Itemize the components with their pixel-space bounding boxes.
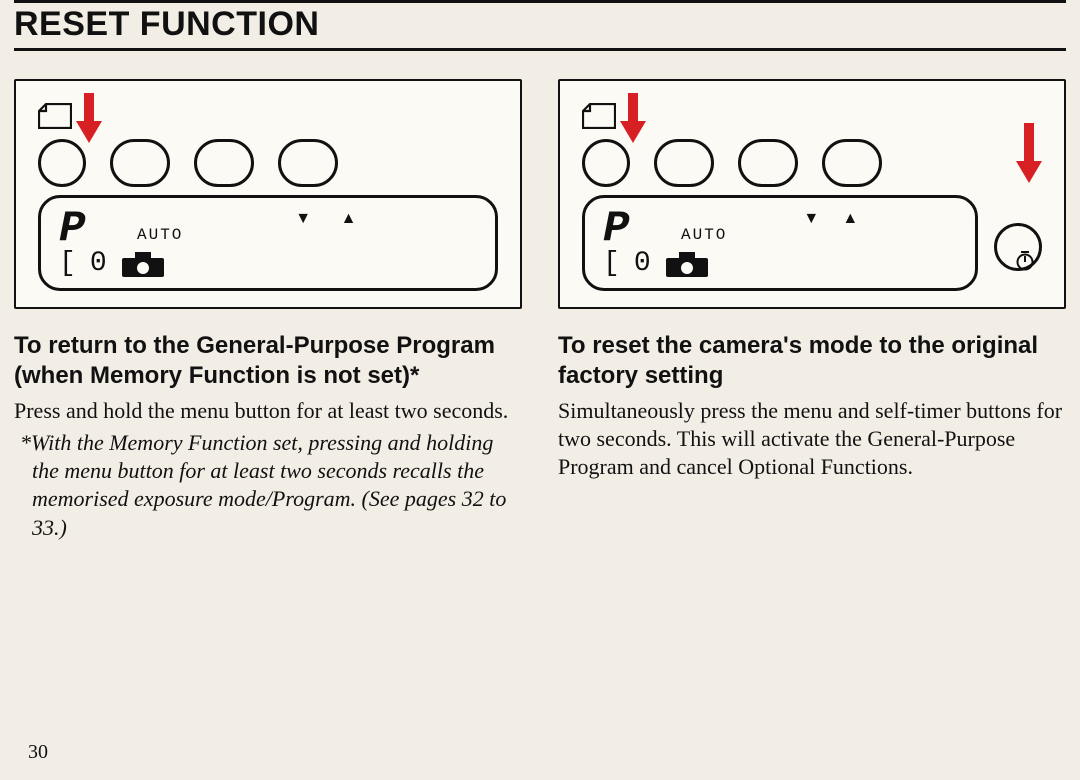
- triangle-down-icon: ▼: [803, 210, 819, 228]
- lcd-mode: P: [59, 204, 83, 254]
- left-footnote: *With the Memory Function set, pressing …: [14, 429, 522, 542]
- camera-icon: [121, 250, 165, 278]
- arrow-down-icon: [620, 93, 646, 143]
- lcd-bracket: [: [603, 250, 620, 278]
- lcd-bracket: [: [59, 250, 76, 278]
- lcd-panel: ▼ ▲ P AUTO [ 0: [38, 195, 498, 291]
- content-columns: ▼ ▲ P AUTO [ 0 To return to the General-…: [14, 79, 1066, 542]
- lcd-frame-count: 0: [90, 250, 107, 278]
- lcd-auto-label: AUTO: [681, 226, 727, 244]
- right-subheading: To reset the camera's mode to the origin…: [558, 331, 1066, 391]
- memo-icon: [582, 103, 616, 129]
- menu-button-illustration: [582, 139, 630, 187]
- diagram-left: ▼ ▲ P AUTO [ 0: [14, 79, 522, 309]
- button-illustration: [110, 139, 170, 187]
- selftimer-icon: [1014, 249, 1036, 277]
- right-column: ▼ ▲ P AUTO [ 0 To reset the cam: [558, 79, 1066, 542]
- button-illustration: [738, 139, 798, 187]
- arrow-down-icon: [76, 93, 102, 143]
- left-subheading: To return to the General-Purpose Program…: [14, 331, 522, 391]
- button-row: [582, 139, 882, 187]
- triangle-up-icon: ▲: [341, 210, 357, 228]
- lcd-auto-label: AUTO: [137, 226, 183, 244]
- triangle-up-icon: ▲: [842, 210, 858, 228]
- button-illustration: [278, 139, 338, 187]
- lcd-bottom-glyphs: [ 0: [59, 250, 165, 278]
- manual-page: RESET FUNCTION ▼ ▲: [14, 0, 1066, 780]
- menu-button-illustration: [38, 139, 86, 187]
- right-body-text: Simultaneously press the menu and self-t…: [558, 397, 1066, 481]
- lcd-panel: ▼ ▲ P AUTO [ 0: [582, 195, 978, 291]
- lcd-mode: P: [603, 204, 627, 254]
- page-title: RESET FUNCTION: [14, 5, 1066, 44]
- page-number: 30: [28, 741, 48, 764]
- button-row: [38, 139, 338, 187]
- memo-icon: [38, 103, 72, 129]
- triangle-down-icon: ▼: [295, 210, 311, 228]
- camera-icon: [665, 250, 709, 278]
- title-bar: RESET FUNCTION: [14, 0, 1066, 51]
- lcd-bottom-glyphs: [ 0: [603, 250, 709, 278]
- left-column: ▼ ▲ P AUTO [ 0 To return to the General-…: [14, 79, 522, 542]
- button-illustration: [654, 139, 714, 187]
- left-body-text: Press and hold the menu button for at le…: [14, 397, 522, 425]
- lcd-frame-count: 0: [634, 250, 651, 278]
- diagram-right: ▼ ▲ P AUTO [ 0: [558, 79, 1066, 309]
- button-illustration: [822, 139, 882, 187]
- button-illustration: [194, 139, 254, 187]
